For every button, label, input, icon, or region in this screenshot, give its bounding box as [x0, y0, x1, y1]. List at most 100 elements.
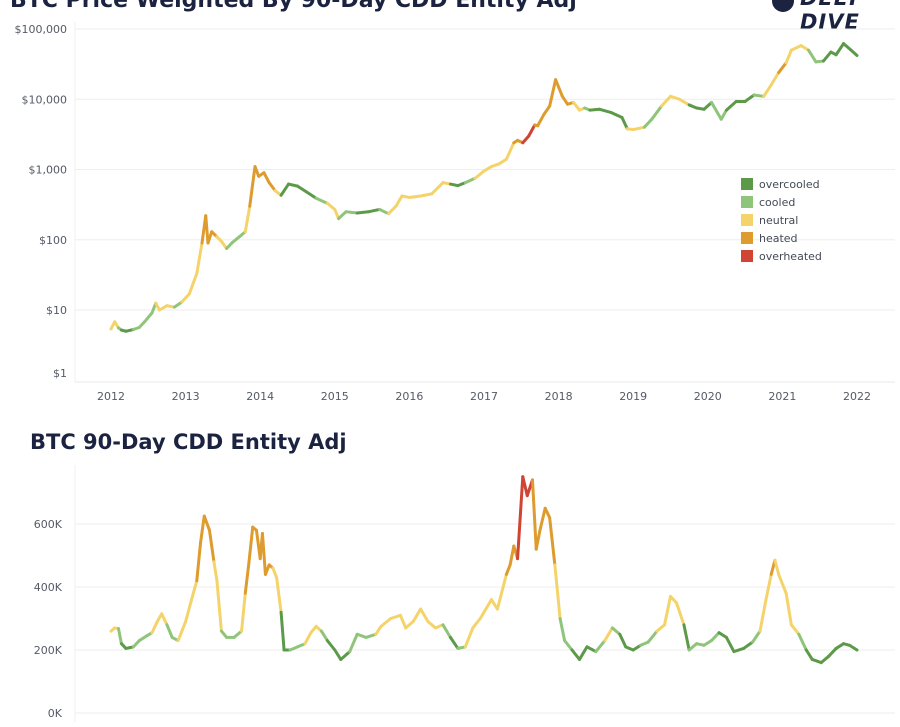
line-segment-cooled	[687, 642, 699, 652]
line-segment-neutral	[473, 169, 486, 180]
line-segment-neutral	[212, 560, 219, 583]
line-segment-neutral	[404, 620, 415, 630]
line-segment-cooled	[348, 632, 359, 654]
line-segment-overcooled	[620, 115, 629, 131]
line-segment-heated	[267, 181, 277, 193]
line-segment-neutral	[784, 591, 793, 627]
line-segment-neutral	[190, 579, 199, 602]
line-segment-cooled	[172, 300, 184, 309]
line-segment-overheated	[521, 134, 531, 145]
line-segment-heated	[262, 171, 271, 185]
line-segment-heated	[204, 214, 210, 245]
x-tick-label: 2014	[246, 390, 274, 403]
y-tick-label: 200K	[34, 644, 63, 657]
legend-item-heated: heated	[741, 229, 822, 247]
line-segment-neutral	[271, 566, 279, 580]
legend-swatch	[741, 250, 753, 262]
line-segment-neutral	[463, 626, 475, 649]
line-segment-heated	[554, 78, 564, 98]
line-segment-neutral	[784, 48, 793, 65]
line-segment-cooled	[441, 623, 452, 639]
line-segment-neutral	[176, 620, 188, 643]
line-segment-cooled	[378, 207, 391, 216]
line-segment-overcooled	[279, 610, 286, 652]
legend-label: heated	[759, 231, 798, 245]
line-segment-neutral	[240, 591, 247, 633]
line-segment-neutral	[407, 194, 423, 199]
line-segment-cooled	[165, 623, 174, 639]
line-segment-overcooled	[842, 42, 853, 52]
line-segment-neutral	[325, 201, 337, 211]
line-segment-cooled	[230, 235, 241, 245]
line-segment-overcooled	[296, 184, 308, 194]
line-segment-neutral	[398, 613, 408, 630]
line-segment-heated	[504, 563, 512, 576]
chart-title-price: BTC Price Weighted By 90-Day CDD Entity …	[10, 0, 577, 13]
legend-swatch	[741, 196, 753, 208]
line-segment-neutral	[789, 44, 803, 52]
line-segment-heated	[202, 514, 211, 532]
line-segment-overcooled	[732, 646, 746, 654]
line-segment-neutral	[379, 617, 393, 628]
line-segment-overcooled	[588, 107, 602, 112]
y-tick-label: $100	[39, 234, 67, 247]
line-segment-cooled	[232, 629, 244, 639]
line-segment-overcooled	[742, 640, 755, 650]
x-tick-label: 2015	[321, 390, 349, 403]
line-segment-cooled	[558, 617, 567, 643]
chart-title-cdd: BTC 90-Day CDD Entity Adj	[30, 430, 347, 454]
line-segment-overcooled	[827, 646, 838, 658]
line-segment-overcooled	[849, 48, 859, 57]
line-segment-neutral	[603, 626, 614, 643]
line-segment-overcooled	[702, 100, 714, 111]
y-tick-label: $10,000	[22, 93, 68, 106]
line-segment-overcooled	[821, 50, 833, 63]
line-segment-cooled	[797, 632, 808, 652]
legend-swatch	[741, 232, 753, 244]
line-segment-heated	[253, 165, 261, 178]
y-tick-label: $1	[53, 367, 67, 380]
line-segment-overcooled	[448, 635, 460, 650]
legend-label: cooled	[759, 195, 796, 209]
line-segment-heated	[530, 478, 538, 551]
line-segment-heated	[777, 61, 788, 75]
line-segment-neutral	[572, 100, 581, 112]
legend-item-neutral: neutral	[741, 211, 822, 229]
line-segment-overcooled	[743, 93, 756, 103]
line-segment-overheated	[527, 123, 537, 138]
line-segment-cooled	[807, 48, 818, 64]
legend-swatch	[741, 178, 753, 190]
line-segment-cooled	[116, 627, 123, 646]
line-segment-neutral	[333, 207, 341, 221]
line-segment-overcooled	[724, 635, 736, 654]
line-segment-neutral	[663, 594, 672, 627]
line-segment-cooled	[610, 626, 622, 636]
line-segment-overcooled	[355, 210, 370, 215]
line-segment-neutral	[495, 572, 508, 611]
y-tick-label: 600K	[34, 518, 63, 531]
x-tick-label: 2018	[545, 390, 573, 403]
line-segment-neutral	[184, 598, 194, 624]
line-segment-neutral	[215, 579, 223, 633]
x-tick-label: 2019	[619, 390, 647, 403]
x-tick-label: 2012	[97, 390, 125, 403]
line-segment-overcooled	[834, 42, 846, 57]
cdd-series	[109, 475, 859, 665]
line-segment-cooled	[642, 117, 654, 129]
x-tick-label: 2017	[470, 390, 498, 403]
y-tick-label: $10	[46, 304, 67, 317]
line-segment-cooled	[710, 100, 723, 121]
x-tick-label: 2016	[395, 390, 423, 403]
line-segment-neutral	[674, 601, 686, 627]
line-segment-heated	[538, 506, 547, 532]
line-segment-overcooled	[618, 632, 628, 649]
x-tick-label: 2021	[768, 390, 796, 403]
line-segment-cooled	[752, 93, 766, 98]
line-segment-cooled	[751, 629, 762, 644]
line-segment-overcooled	[598, 107, 613, 114]
line-segment-neutral	[180, 292, 191, 304]
line-segment-neutral	[195, 241, 204, 276]
line-segment-neutral	[773, 558, 781, 576]
line-segment-neutral	[411, 607, 423, 624]
line-segment-cooled	[314, 196, 329, 205]
